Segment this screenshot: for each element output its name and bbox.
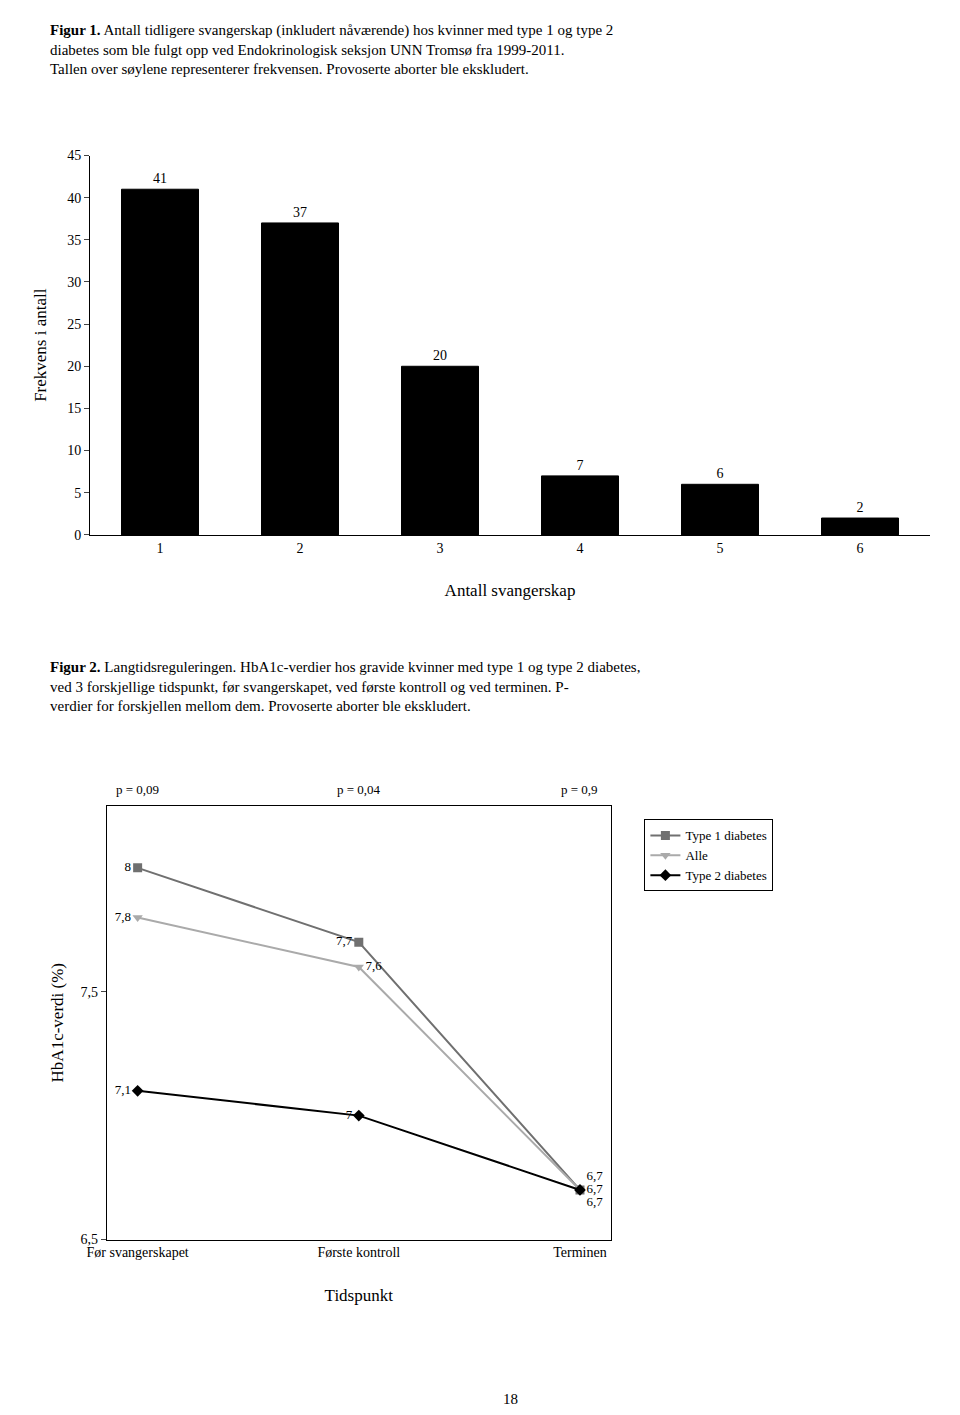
svg-text:p = 0,9: p = 0,9 [561,782,598,797]
svg-text:3: 3 [437,541,444,556]
svg-text:2: 2 [297,541,304,556]
svg-text:Figur 2. Langtidsreguleringen.: Figur 2. Langtidsreguleringen. HbA1c-ver… [50,659,640,714]
svg-text:7,5: 7,5 [81,985,99,1000]
svg-text:Frekvens i antall: Frekvens i antall [31,288,50,402]
svg-text:Før svangerskapet: Før svangerskapet [86,1245,188,1260]
svg-text:Type 2 diabetes: Type 2 diabetes [685,868,766,883]
svg-text:41: 41 [153,171,167,186]
svg-text:0: 0 [74,528,81,543]
svg-text:15: 15 [67,401,81,416]
svg-text:7,1: 7,1 [115,1082,131,1097]
svg-text:18: 18 [503,1391,518,1407]
svg-text:20: 20 [67,359,81,374]
svg-text:20: 20 [433,348,447,363]
svg-text:p = 0,09: p = 0,09 [116,782,159,797]
svg-text:5: 5 [74,486,81,501]
svg-text:7: 7 [346,1107,353,1122]
svg-text:p = 0,04: p = 0,04 [337,782,381,797]
svg-text:35: 35 [67,233,81,248]
svg-text:6: 6 [857,541,864,556]
svg-text:Første kontroll: Første kontroll [317,1245,400,1260]
svg-text:8: 8 [125,859,132,874]
svg-text:Tidspunkt: Tidspunkt [325,1286,394,1305]
svg-text:7,6: 7,6 [365,958,382,973]
svg-text:4: 4 [577,541,584,556]
svg-text:1: 1 [157,541,164,556]
svg-text:7,8: 7,8 [115,909,131,924]
svg-text:Alle: Alle [685,848,708,863]
svg-text:7: 7 [577,458,584,473]
svg-text:Antall svangerskap: Antall svangerskap [445,581,576,600]
svg-text:2: 2 [857,500,864,515]
svg-text:25: 25 [67,317,81,332]
svg-text:37: 37 [293,205,307,220]
svg-text:7,7: 7,7 [336,933,353,948]
svg-text:HbA1c-verdi (%): HbA1c-verdi (%) [48,963,67,1082]
svg-text:45: 45 [67,148,81,163]
svg-text:Figur 1. Antall tidligere svan: Figur 1. Antall tidligere svangerskap (i… [50,22,613,77]
svg-text:6,7: 6,7 [587,1194,604,1209]
svg-text:Terminen: Terminen [553,1245,606,1260]
svg-text:5: 5 [717,541,724,556]
svg-text:Type 1 diabetes: Type 1 diabetes [685,828,766,843]
svg-text:6,5: 6,5 [81,1232,99,1247]
svg-text:40: 40 [67,191,81,206]
svg-text:6,7: 6,7 [587,1181,604,1196]
svg-text:6: 6 [717,466,724,481]
svg-text:6,7: 6,7 [587,1168,604,1183]
svg-text:30: 30 [67,275,81,290]
svg-text:10: 10 [67,443,81,458]
